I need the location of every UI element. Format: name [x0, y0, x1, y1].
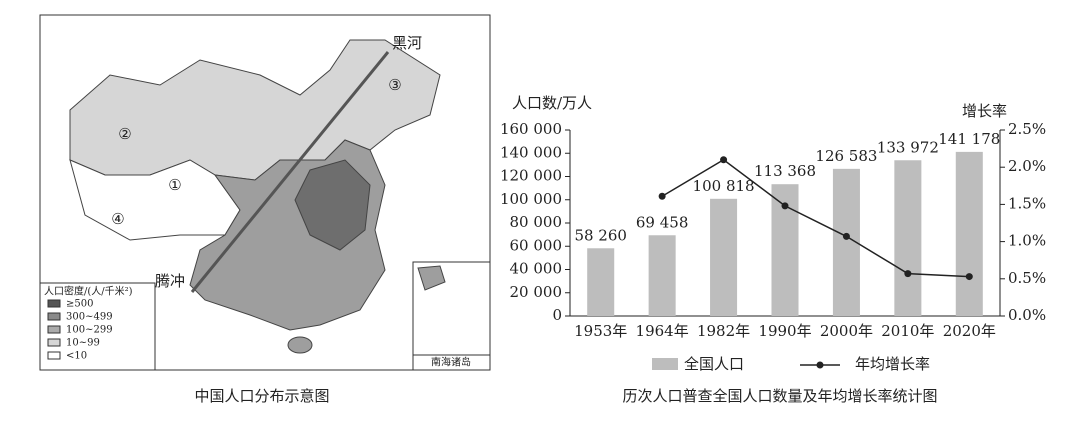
legend-label: 全国人口	[684, 355, 744, 373]
inset-label-box	[412, 354, 491, 371]
value-label: 126 583	[815, 147, 877, 165]
line-point	[965, 273, 973, 281]
inset-label: 南海诸岛	[431, 356, 471, 369]
chart-title: 历次人口普查全国人口数量及年均增长率统计图	[622, 387, 937, 405]
bar	[648, 235, 676, 316]
y-tick-label: 120 000	[500, 167, 562, 185]
x-tick-label: 1964年	[636, 322, 689, 340]
y-tick-label: 60 000	[510, 236, 563, 254]
legend-label: 10~99	[66, 338, 100, 349]
y2-tick-label: 1.0%	[1008, 232, 1046, 250]
legend-swatch	[47, 325, 61, 334]
y-tick-label: 40 000	[510, 260, 563, 278]
line-point	[720, 156, 728, 164]
line-point	[842, 232, 850, 240]
y2-tick-label: 0.0%	[1008, 306, 1046, 324]
line	[661, 158, 970, 278]
legend-label: ≥500	[66, 299, 93, 310]
x-tick-label: 2010年	[881, 322, 934, 340]
hu-line	[190, 51, 390, 293]
y-tick-label: 140 000	[500, 143, 562, 161]
legend-swatch	[47, 312, 61, 321]
legend-title: 人口密度/(人/千米²)	[44, 285, 133, 298]
value-label: 58 260	[574, 226, 627, 244]
y2-axis-label: 增长率	[962, 102, 1007, 120]
value-label: 69 458	[636, 213, 689, 231]
x-tick-label: 2020年	[943, 322, 996, 340]
map-region-dark	[294, 159, 371, 251]
legend-label: 300~499	[66, 312, 113, 323]
line-point	[658, 192, 666, 200]
bar	[955, 151, 983, 316]
y-tick-label: 80 000	[510, 213, 563, 231]
x-tick-label: 1990年	[758, 322, 811, 340]
y2-tick-label: 2.0%	[1008, 157, 1046, 175]
value-label: 133 972	[877, 138, 939, 156]
region-label: ①	[168, 176, 181, 194]
region-label: ②	[118, 125, 131, 143]
map-island	[287, 336, 313, 354]
place-label: 腾冲	[155, 272, 185, 290]
line-point	[904, 270, 912, 278]
legend-swatch	[816, 361, 824, 369]
y2-tick-label: 1.5%	[1008, 194, 1046, 212]
legend-swatch	[47, 299, 61, 308]
value-label: 141 178	[938, 130, 1000, 148]
legend-label: <10	[66, 351, 87, 362]
y-tick-label: 20 000	[510, 283, 563, 301]
x-tick-label: 1953年	[574, 322, 627, 340]
bar	[587, 248, 615, 316]
region-label: ④	[111, 210, 124, 228]
inset-land	[417, 265, 446, 291]
region-label: ③	[388, 76, 401, 94]
y-tick-label: 100 000	[500, 190, 562, 208]
value-label: 100 818	[693, 177, 755, 195]
map: 黑河 腾冲 ① ② ③ ④ 人口密度/(人/千米²) ≥500 300~499 …	[39, 14, 491, 405]
value-label: 113 368	[754, 162, 816, 180]
line-point	[781, 202, 789, 210]
legend-label: 年均增长率	[855, 355, 930, 373]
legend-label: 100~299	[66, 325, 113, 336]
y2-tick-label: 2.5%	[1008, 120, 1046, 138]
map-caption: 中国人口分布示意图	[194, 387, 329, 405]
bar	[894, 160, 922, 316]
place-label: 黑河	[392, 34, 422, 52]
x-tick-label: 1982年	[697, 322, 750, 340]
y-tick-label: 0	[552, 306, 562, 324]
legend-swatch	[47, 351, 61, 360]
bar	[710, 198, 738, 316]
legend-swatch	[47, 338, 61, 347]
legend-swatch	[652, 358, 678, 370]
y-axis-label: 人口数/万人	[512, 94, 592, 112]
y2-tick-label: 0.5%	[1008, 269, 1046, 287]
x-tick-label: 2000年	[820, 322, 873, 340]
y-tick-label: 160 000	[500, 120, 562, 138]
